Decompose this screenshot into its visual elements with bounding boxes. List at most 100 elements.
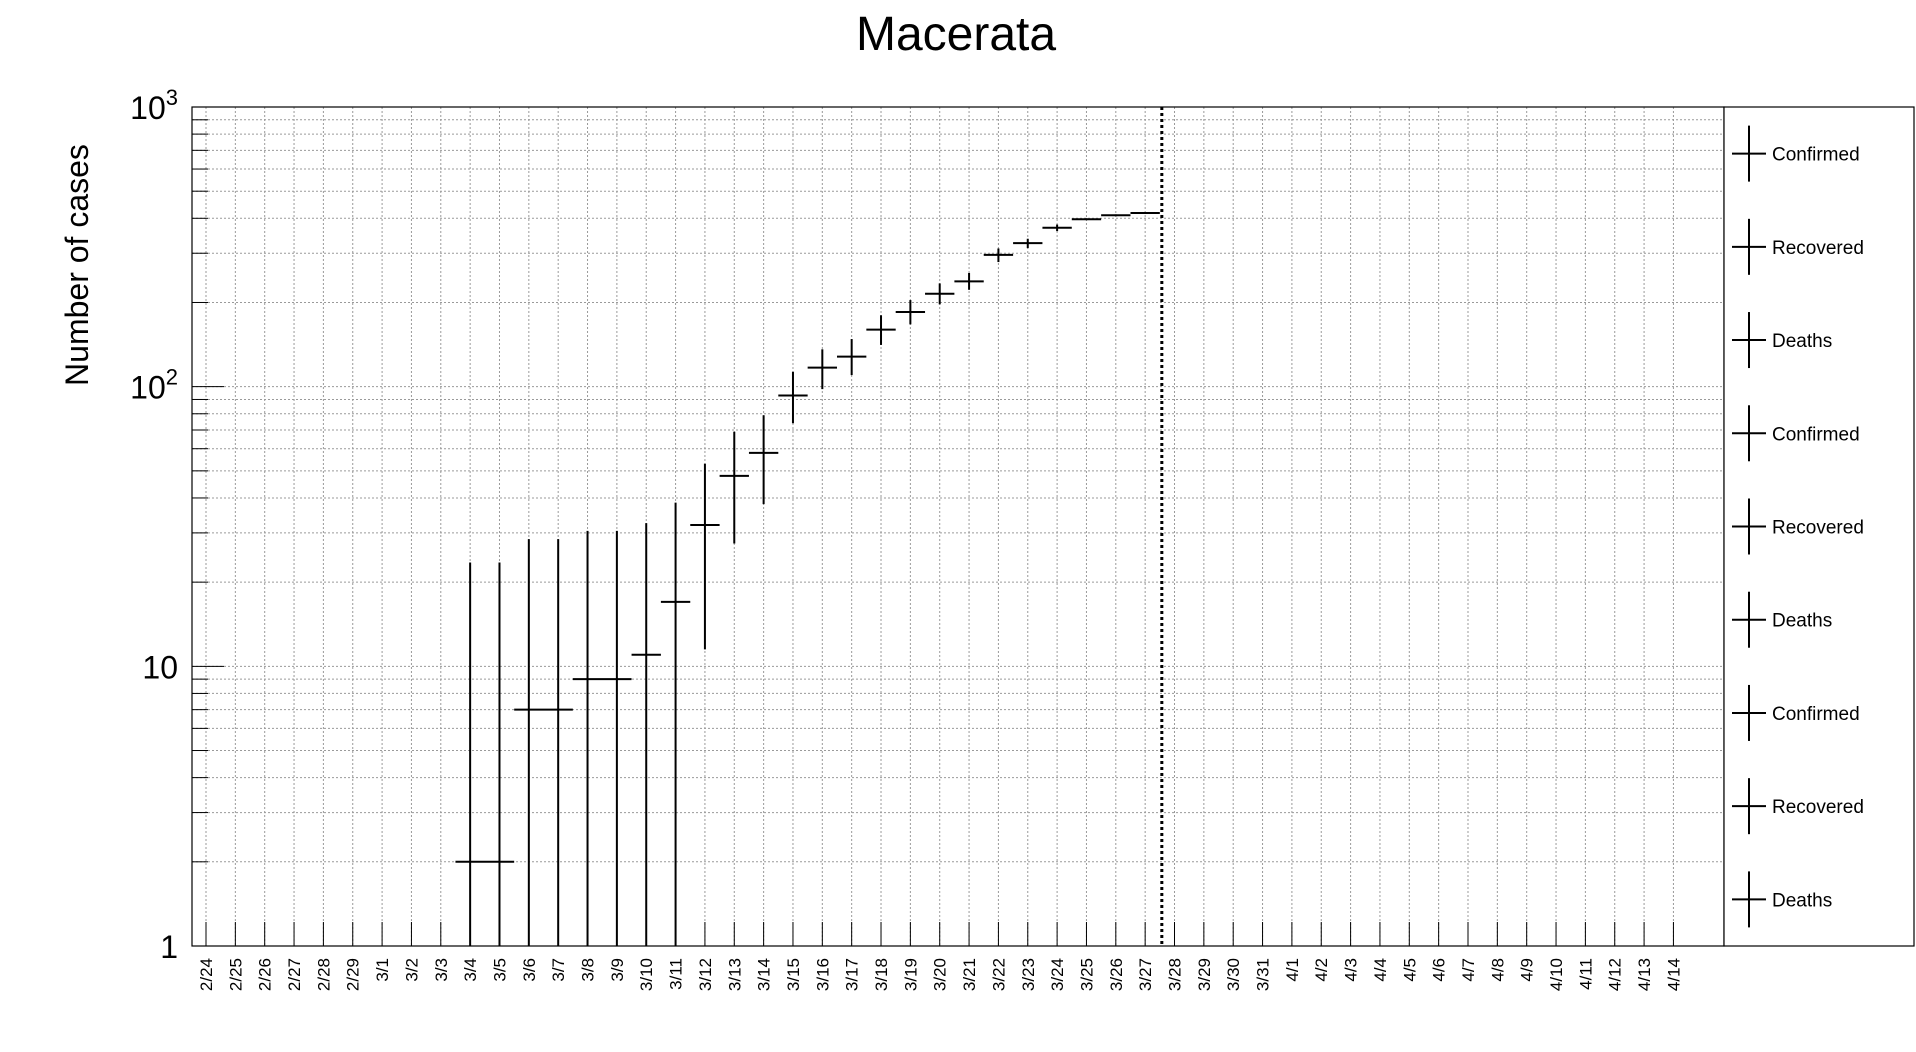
x-tick-label: 3/3	[432, 958, 451, 982]
x-tick-label: 3/11	[667, 958, 686, 990]
x-axis: 2/24 2/25 2/26 2/27 2/28 2/29 3/1 3/2 3/3 3/4 3/5 3…	[197, 922, 1683, 991]
legend-label: Deaths	[1772, 331, 1832, 352]
x-tick-label: 3/7	[549, 958, 568, 982]
x-tick-label: 3/31	[1254, 958, 1273, 991]
grid-lines	[192, 107, 1724, 946]
x-tick-label: 3/12	[696, 958, 715, 991]
x-tick-label: 3/9	[608, 958, 627, 982]
legend-label: Recovered	[1772, 797, 1864, 818]
x-tick-label: 3/4	[461, 958, 480, 982]
data-point	[1071, 218, 1102, 221]
x-tick-label: 2/29	[344, 958, 363, 991]
plot-frame	[191, 106, 1725, 947]
legend-label: Recovered	[1772, 518, 1864, 539]
legend: Confirmed Recovered Deaths Confirmed Recover…	[1723, 106, 1915, 947]
x-tick-label: 3/23	[1019, 958, 1038, 991]
x-tick-label: 3/17	[843, 958, 862, 991]
legend-label: Confirmed	[1772, 145, 1860, 166]
x-tick-label: 4/1	[1283, 958, 1302, 982]
x-tick-label: 2/24	[197, 958, 216, 991]
x-tick-label: 2/28	[314, 958, 333, 991]
legend-entry: Confirmed	[1732, 125, 1860, 182]
x-tick-label: 3/29	[1195, 958, 1214, 991]
legend-entry: Confirmed	[1732, 405, 1860, 462]
x-tick-label: 3/20	[931, 958, 950, 991]
x-tick-label: 3/30	[1224, 958, 1243, 991]
x-tick-label: 3/22	[989, 958, 1008, 991]
x-tick-label: 3/26	[1107, 958, 1126, 991]
data-point	[866, 315, 896, 345]
x-tick-label: 3/8	[579, 958, 598, 982]
legend-label: Recovered	[1772, 238, 1864, 259]
y-axis: 1 10 102 103	[130, 85, 224, 965]
x-tick-label: 3/10	[637, 958, 656, 991]
data-point	[778, 371, 808, 424]
x-tick-label: 3/13	[725, 958, 744, 991]
data-point	[954, 272, 984, 290]
data-point	[1101, 214, 1131, 217]
x-tick-label: 3/15	[784, 958, 803, 991]
legend-entry: Recovered	[1732, 218, 1864, 275]
data-point	[925, 283, 955, 305]
data-point	[514, 539, 573, 946]
x-tick-label: 4/2	[1312, 958, 1331, 982]
x-tick-label: 3/24	[1048, 958, 1067, 991]
y-tick-label: 102	[130, 365, 178, 406]
x-tick-label: 4/9	[1518, 958, 1537, 982]
data-point	[807, 349, 837, 390]
x-tick-label: 3/5	[490, 958, 509, 982]
y-tick-label: 1	[160, 929, 178, 965]
data-point	[690, 463, 720, 650]
data-point	[1042, 224, 1072, 232]
data-point	[895, 300, 926, 325]
data-point	[748, 415, 779, 505]
data-point	[631, 523, 661, 946]
x-tick-label: 4/13	[1635, 958, 1654, 991]
x-tick-label: 3/16	[813, 958, 832, 991]
x-tick-label: 3/28	[1166, 958, 1185, 991]
legend-label: Deaths	[1772, 890, 1832, 911]
plot-area-border	[191, 106, 1725, 947]
x-tick-label: 3/14	[755, 958, 774, 991]
x-tick-label: 4/14	[1664, 958, 1683, 991]
data-point	[719, 431, 749, 544]
x-tick-label: 4/11	[1576, 958, 1595, 990]
x-tick-label: 3/1	[373, 958, 392, 982]
data-point	[660, 502, 691, 946]
x-tick-label: 4/10	[1547, 958, 1566, 991]
x-tick-label: 4/5	[1400, 958, 1419, 982]
x-tick-label: 4/3	[1342, 958, 1361, 982]
data-point	[1013, 238, 1043, 249]
y-tick-label: 103	[130, 85, 178, 126]
x-tick-label: 3/19	[901, 958, 920, 991]
data-point	[572, 530, 632, 946]
legend-label: Confirmed	[1772, 704, 1860, 725]
legend-entry: Recovered	[1732, 498, 1864, 555]
x-tick-label: 3/6	[520, 958, 539, 982]
legend-label: Confirmed	[1772, 424, 1860, 445]
y-axis-label: Number of cases	[59, 144, 95, 386]
x-tick-label: 3/25	[1077, 958, 1096, 991]
x-tick-label: 4/12	[1606, 958, 1625, 991]
chart-title: Macerata	[856, 8, 1056, 61]
x-tick-label: 2/27	[285, 958, 304, 991]
legend-entry: Confirmed	[1732, 684, 1860, 741]
legend-entry: Recovered	[1732, 778, 1864, 835]
legend-entry: Deaths	[1732, 312, 1832, 369]
x-tick-label: 3/21	[960, 958, 979, 991]
x-tick-label: 3/18	[872, 958, 891, 991]
data-points	[455, 211, 1160, 946]
x-tick-label: 2/25	[226, 958, 245, 991]
data-point	[983, 248, 1014, 263]
x-tick-label: 4/8	[1488, 958, 1507, 982]
x-tick-label: 4/7	[1459, 958, 1478, 982]
data-point	[836, 339, 867, 376]
x-tick-label: 3/27	[1136, 958, 1155, 991]
data-point	[455, 562, 515, 946]
y-tick-label: 10	[142, 649, 178, 685]
legend-entry: Deaths	[1732, 591, 1832, 648]
x-tick-label: 4/4	[1371, 958, 1390, 982]
legend-label: Deaths	[1772, 611, 1832, 632]
x-tick-label: 2/26	[256, 958, 275, 991]
